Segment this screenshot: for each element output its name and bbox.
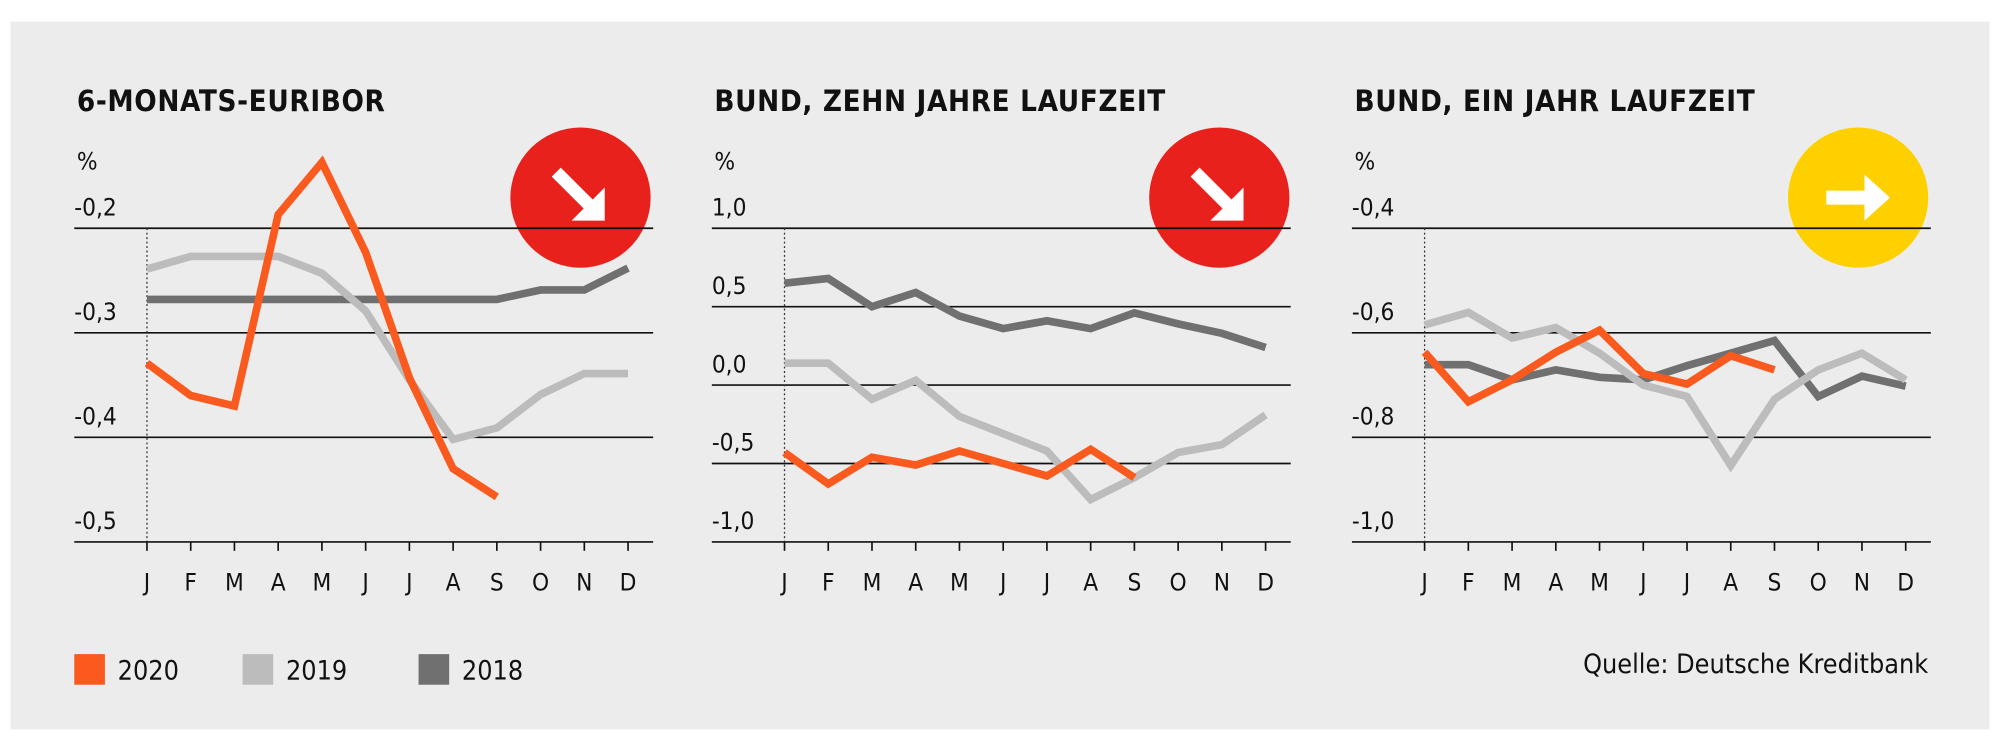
x-tick-label: N (1854, 568, 1870, 596)
x-tick-label: O (532, 568, 549, 596)
x-tick-label: D (1897, 568, 1914, 596)
x-tick-label: M (1503, 568, 1522, 596)
y-tick-label: -0,5 (74, 507, 117, 535)
series-line (784, 274, 1267, 352)
y-tick-label: -0,6 (1352, 298, 1395, 326)
series-line (144, 155, 499, 501)
indicator-flat (1788, 127, 1929, 268)
y-tick-label: -0,8 (1352, 403, 1395, 431)
x-tick-label: M (863, 568, 882, 596)
x-tick-label: A (1548, 568, 1563, 596)
x-tick-label: A (446, 568, 461, 596)
y-tick-label: -0,3 (74, 298, 117, 326)
x-tick-label: M (313, 568, 332, 596)
indicator-down (1149, 127, 1290, 268)
x-tick-label: O (1170, 568, 1187, 596)
chart-title: 6-MONATS-EURIBOR (77, 84, 386, 118)
x-tick-label: F (184, 568, 197, 596)
chart-title: BUND, ZEHN JAHRE LAUFZEIT (714, 84, 1166, 118)
y-tick-label: -0,2 (74, 193, 117, 221)
series-line (1424, 336, 1907, 402)
legend-swatch (418, 654, 450, 685)
x-tick-label: J (1682, 568, 1690, 596)
x-tick-label: D (620, 568, 637, 596)
y-tick-label: -1,0 (1352, 507, 1395, 535)
legend-label: 2018 (462, 656, 523, 687)
y-tick-label: -0,4 (74, 403, 117, 431)
series-line (146, 264, 630, 304)
x-tick-label: J (1638, 568, 1646, 596)
y-axis-label: % (714, 148, 735, 176)
x-tick-label: F (822, 568, 835, 596)
x-tick-label: D (1257, 568, 1274, 596)
panel (10, 21, 1990, 730)
legend-label: 2019 (286, 656, 347, 687)
x-tick-label: J (998, 568, 1006, 596)
x-tick-label: J (1042, 568, 1050, 596)
legend-label: 2020 (118, 656, 179, 687)
x-tick-label: A (1723, 568, 1738, 596)
y-tick-label: 1,0 (712, 193, 747, 221)
x-tick-label: J (1419, 568, 1427, 596)
y-tick-label: -0,5 (712, 429, 755, 457)
x-tick-label: S (1127, 568, 1141, 596)
series-line (784, 359, 1268, 505)
y-axis-label: % (1354, 148, 1375, 176)
series-line (1421, 325, 1776, 407)
x-tick-label: A (271, 568, 286, 596)
y-axis-label: % (77, 148, 98, 176)
series-line (145, 252, 629, 444)
y-tick-label: -0,4 (1352, 193, 1395, 221)
y-tick-label: 0,0 (712, 350, 747, 378)
x-tick-label: J (360, 568, 368, 596)
x-tick-label: A (1083, 568, 1098, 596)
x-tick-label: M (950, 568, 969, 596)
x-tick-label: M (225, 568, 244, 596)
x-tick-label: O (1810, 568, 1827, 596)
source: Quelle: Deutsche Kreditbank (1583, 649, 1928, 680)
legend-swatch (242, 654, 274, 685)
series-line (1423, 308, 1908, 473)
x-tick-label: S (490, 568, 504, 596)
x-tick-label: S (1768, 568, 1782, 596)
x-tick-label: J (142, 568, 150, 596)
y-tick-label: 0,5 (712, 272, 747, 300)
x-tick-label: M (1590, 568, 1609, 596)
legend-swatch (74, 654, 105, 685)
series-line (782, 444, 1137, 489)
chart-title: BUND, EIN JAHR LAUFZEIT (1354, 84, 1755, 118)
x-tick-label: N (576, 568, 592, 596)
x-tick-label: J (404, 568, 412, 596)
x-tick-label: J (779, 568, 787, 596)
x-tick-label: N (1214, 568, 1230, 596)
x-tick-label: F (1462, 568, 1475, 596)
y-tick-label: -1,0 (712, 507, 755, 535)
x-tick-label: A (908, 568, 923, 596)
indicator-down (510, 127, 651, 268)
